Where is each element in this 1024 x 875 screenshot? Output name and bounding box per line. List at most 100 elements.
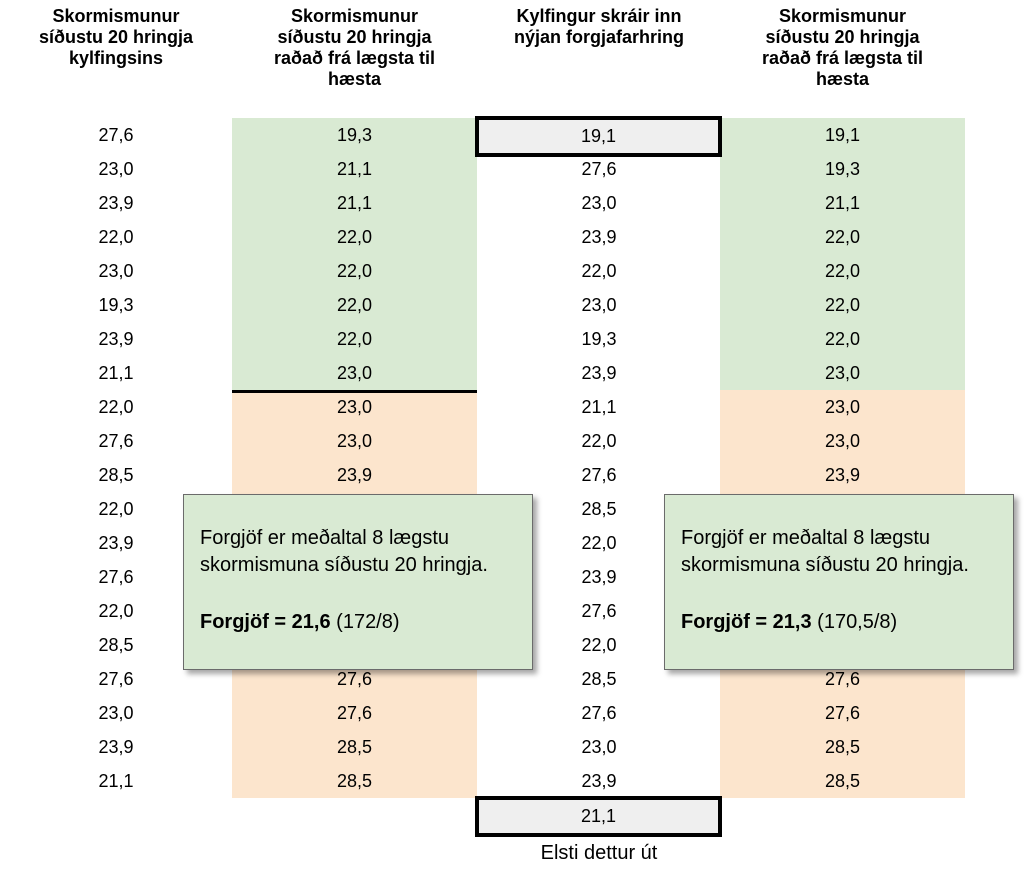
note-formula: Forgjöf = 21,3 (170,5/8) xyxy=(681,609,1013,636)
table-cell: 22,0 xyxy=(232,254,477,288)
column-recent-differentials: 27,6 23,0 23,9 22,0 23,0 19,3 23,9 21,1 22,0 27,6… xyxy=(0,118,232,798)
table-cell: 22,0 xyxy=(581,533,617,553)
table-cell: 23,9 xyxy=(720,458,965,492)
table-cell: 28,5 xyxy=(581,669,617,689)
table-cell: 23,0 xyxy=(581,737,617,757)
table-cell: 22,0 xyxy=(232,288,477,322)
table-cell: 22,0 xyxy=(98,601,134,621)
table-cell: 23,0 xyxy=(98,159,134,179)
table-cell: 23,0 xyxy=(720,390,965,424)
table-cell: 27,6 xyxy=(98,431,134,451)
formula-label: Forgjöf = 21,6 xyxy=(200,611,331,633)
note-left: Forgjöf er meðaltal 8 lægstu skormismuna… xyxy=(183,494,533,670)
table-cell: 27,6 xyxy=(720,696,965,730)
header-line: raðað frá lægsta til xyxy=(761,48,924,68)
table-cell: 19,3 xyxy=(720,152,965,186)
table-cell: 28,5 xyxy=(232,764,477,798)
note-text-line: skormismuna síðustu 20 hringja. xyxy=(681,554,969,576)
dropped-entry-cell: 21,1 xyxy=(475,796,722,837)
table-cell: 21,1 xyxy=(98,363,134,383)
table-cell: 19,1 xyxy=(720,118,965,152)
table-cell: 22,0 xyxy=(720,288,965,322)
table-cell: 22,0 xyxy=(581,431,617,451)
table-cell: 28,5 xyxy=(720,764,965,798)
table-cell: 21,1 xyxy=(98,771,134,791)
table-cell: 23,0 xyxy=(232,390,477,424)
table-cell: 23,0 xyxy=(98,261,134,281)
header-col3: Kylfingur skráir inn nýjan forgjafarhrin… xyxy=(478,6,720,48)
table-cell: 21,1 xyxy=(232,152,477,186)
table-cell: 28,5 xyxy=(581,499,617,519)
table-cell: 22,0 xyxy=(232,322,477,356)
table-cell: 22,0 xyxy=(581,635,617,655)
table-cell: 19,3 xyxy=(581,329,617,349)
table-cell: 23,9 xyxy=(98,193,134,213)
table-cell: 23,9 xyxy=(98,737,134,757)
table-cell: 27,6 xyxy=(98,125,134,145)
header-line: síðustu 20 hringja xyxy=(765,27,920,47)
table-cell: 28,5 xyxy=(232,730,477,764)
header-col1: Skormismunur síðustu 20 hringja kylfings… xyxy=(0,6,232,69)
table-cell: 28,5 xyxy=(98,635,134,655)
table-cell: 27,6 xyxy=(581,465,617,485)
lowest-eight-divider xyxy=(232,390,477,393)
table-cell: 22,0 xyxy=(720,220,965,254)
table-cell: 23,9 xyxy=(98,533,134,553)
table-cell: 23,0 xyxy=(232,356,477,390)
table-cell: 21,1 xyxy=(720,186,965,220)
header-line: hæsta xyxy=(327,69,381,89)
header-line: raðað frá lægsta til xyxy=(273,48,436,68)
header-line: Skormismunur xyxy=(778,6,907,26)
note-text-line: skormismuna síðustu 20 hringja. xyxy=(200,554,488,576)
table-cell: 23,9 xyxy=(98,329,134,349)
table-cell: 23,9 xyxy=(581,363,617,383)
table-cell: 22,0 xyxy=(232,220,477,254)
header-line: síðustu 20 hringja xyxy=(277,27,432,47)
table-cell: 27,6 xyxy=(98,567,134,587)
table-cell: 23,0 xyxy=(581,193,617,213)
table-cell: 27,6 xyxy=(581,159,617,179)
header-line: kylfingsins xyxy=(68,48,164,68)
note-text-line: Forgjöf er meðaltal 8 lægstu xyxy=(200,527,450,549)
header-line: Kylfingur skráir inn xyxy=(516,6,682,26)
note-formula: Forgjöf = 21,6 (172/8) xyxy=(200,609,532,636)
table-cell: 23,0 xyxy=(720,356,965,390)
formula-detail: (172/8) xyxy=(336,611,400,633)
header-line: Skormismunur xyxy=(52,6,180,26)
table-cell: 22,0 xyxy=(581,261,617,281)
table-cell: 23,0 xyxy=(720,424,965,458)
header-line: nýjan forgjafarhring xyxy=(513,27,684,47)
table-cell: 21,1 xyxy=(232,186,477,220)
table-cell: 23,0 xyxy=(232,424,477,458)
table-cell: 22,0 xyxy=(98,397,134,417)
header-col4: Skormismunur síðustu 20 hringja raðað fr… xyxy=(720,6,965,90)
table-cell: 23,9 xyxy=(232,458,477,492)
header-line: síðustu 20 hringja xyxy=(38,27,194,47)
table-cell: 19,3 xyxy=(98,295,134,315)
table-cell: 23,9 xyxy=(581,227,617,247)
table-cell: 27,6 xyxy=(98,669,134,689)
dropped-label: Elsti dettur út xyxy=(540,842,658,864)
table-cell: 27,6 xyxy=(232,696,477,730)
table-cell: 22,0 xyxy=(720,322,965,356)
table-cell: 22,0 xyxy=(720,254,965,288)
note-text-line: Forgjöf er meðaltal 8 lægstu xyxy=(681,527,931,549)
table-cell: 23,0 xyxy=(98,703,134,723)
header-line: Skormismunur xyxy=(290,6,419,26)
table-cell: 19,3 xyxy=(232,118,477,152)
new-entry-cell: 19,1 xyxy=(475,116,722,157)
column-new-entry: 27,6 23,0 23,9 22,0 23,0 19,3 23,9 21,1 22,0 27,6… xyxy=(478,152,720,798)
table-cell: 27,6 xyxy=(581,601,617,621)
table-cell: 28,5 xyxy=(98,465,134,485)
formula-detail: (170,5/8) xyxy=(817,611,898,633)
column-sorted-after-entry: 19,1 19,3 21,1 22,0 22,0 22,0 22,0 23,0 23,0 23,0… xyxy=(720,118,965,798)
formula-label: Forgjöf = 21,3 xyxy=(681,611,812,633)
table-cell: 23,0 xyxy=(581,295,617,315)
header-col2: Skormismunur síðustu 20 hringja raðað fr… xyxy=(232,6,477,90)
table-cell: 21,1 xyxy=(581,397,617,417)
table-cell: 27,6 xyxy=(581,703,617,723)
column-sorted-differentials: 19,3 21,1 21,1 22,0 22,0 22,0 22,0 23,0 23,0 23,0… xyxy=(232,118,477,798)
note-right: Forgjöf er meðaltal 8 lægstu skormismuna… xyxy=(664,494,1014,670)
table-cell: 28,5 xyxy=(720,730,965,764)
header-line: hæsta xyxy=(815,69,869,89)
